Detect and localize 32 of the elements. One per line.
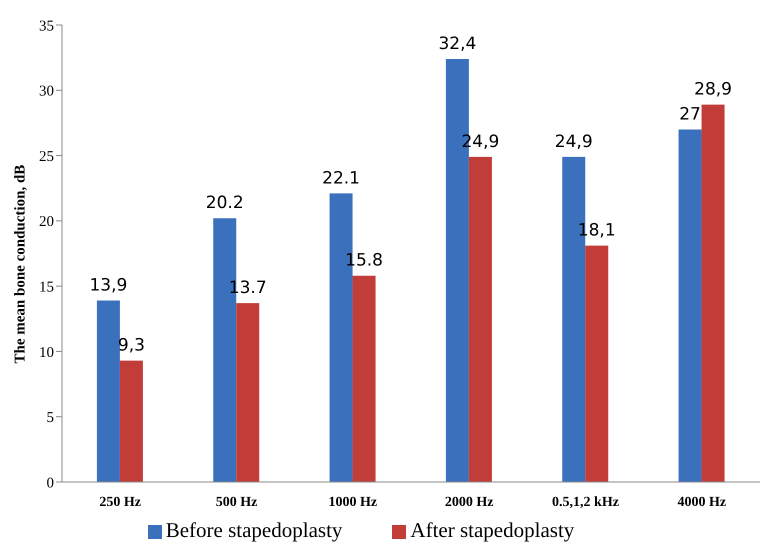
x-tick-label: 2000 Hz [444,494,494,510]
bar [352,276,376,482]
bar [236,303,260,482]
x-tick-label: 1000 Hz [328,494,378,510]
y-tick-label: 0 [46,475,54,492]
y-tick-label: 25 [39,148,54,165]
y-tick-label: 15 [39,279,54,296]
y-tick-label: 20 [39,214,54,230]
data-label: 32,4 [438,34,476,54]
bar [96,300,120,482]
x-tick-label: 4000 Hz [678,494,726,510]
x-tick-label: 250 Hz [99,494,141,510]
y-tick-label: 35 [39,18,54,34]
bar [702,104,725,482]
legend-label: After stapedoplasty [410,518,574,542]
x-tick-label: 500 Hz [216,494,258,510]
data-label: 24,9 [554,132,593,152]
y-axis-title: The mean bone conduction, dB [12,164,28,364]
legend-label: Before stapedoplasty [166,518,342,542]
data-label: 20.2 [206,193,244,214]
bar [120,360,143,482]
bar [585,246,608,482]
bar [678,129,702,482]
y-tick-label: 30 [39,84,54,100]
data-label: 13,9 [89,276,128,296]
bar [468,156,492,482]
data-label: 27 [679,104,701,124]
y-tick-label: 5 [46,410,54,426]
data-label: 28,9 [694,80,732,100]
data-label: 22.1 [322,168,360,188]
x-tick-label: 0.5,1,2 kHz [552,494,619,510]
y-tick-label: 10 [39,344,54,361]
